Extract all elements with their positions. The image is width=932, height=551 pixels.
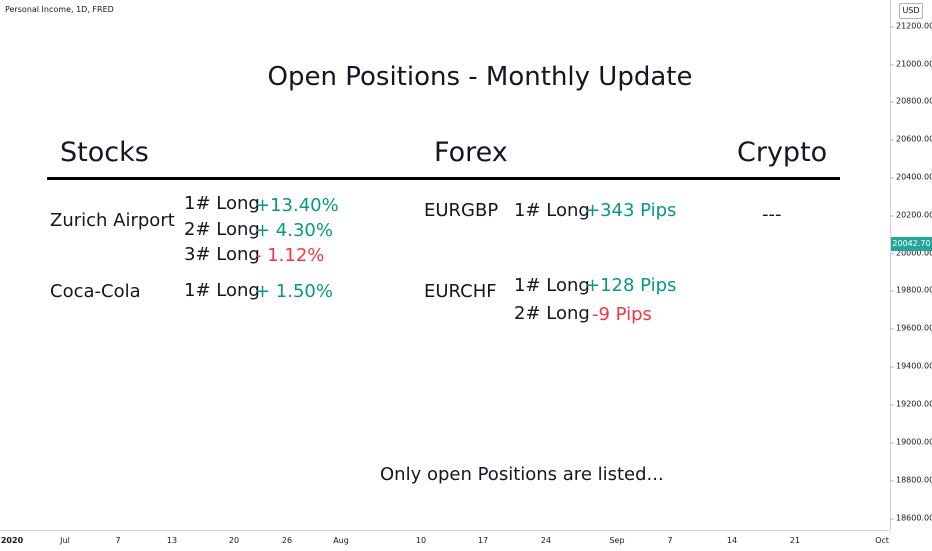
time-tick: 24	[540, 536, 552, 545]
time-tick: Sep	[609, 536, 625, 545]
price-tick: 19400.00	[889, 362, 932, 371]
time-tick: 17	[477, 536, 489, 545]
time-tick: 13	[166, 536, 178, 545]
time-tick: 2020	[0, 536, 24, 545]
crypto-empty: ---	[762, 204, 782, 225]
price-tick: 21000.00	[889, 60, 932, 69]
price-tick: 20800.00	[889, 97, 932, 106]
position-value: - 1.12%	[255, 245, 325, 266]
price-tick: 19600.00	[889, 324, 932, 333]
price-tick: 19000.00	[889, 438, 932, 447]
position-label: 1# Long	[184, 193, 260, 214]
current-price-badge: 20042.70	[891, 237, 932, 251]
price-tick: 20000.00	[889, 249, 932, 258]
price-tick: 19800.00	[889, 286, 932, 295]
time-tick: Jul	[60, 536, 70, 545]
position-label: 2# Long	[514, 303, 590, 324]
position-value: + 1.50%	[255, 281, 333, 302]
price-tick: 19200.00	[889, 400, 932, 409]
time-tick: Oct	[875, 536, 889, 545]
time-tick: 21	[789, 536, 801, 545]
time-tick: 20	[228, 536, 240, 545]
position-label: 3# Long	[184, 244, 260, 265]
position-value: +13.40%	[255, 195, 339, 216]
currency-button[interactable]: USD	[899, 3, 923, 19]
position-value: + 4.30%	[255, 220, 333, 241]
position-label: 2# Long	[184, 219, 260, 240]
crypto-header: Crypto	[737, 137, 828, 168]
position-label: 1# Long	[514, 275, 590, 296]
time-tick: 7	[667, 536, 673, 545]
time-tick: 10	[415, 536, 427, 545]
position-label: 1# Long	[184, 280, 260, 301]
position-value: -9 Pips	[592, 304, 652, 325]
price-tick: 21200.00	[889, 22, 932, 31]
footer-note: Only open Positions are listed...	[380, 464, 664, 485]
symbol-label[interactable]: Personal Income, 1D, FRED	[5, 5, 114, 14]
time-axis[interactable]	[0, 530, 890, 551]
header-divider	[47, 177, 840, 180]
time-tick: 26	[281, 536, 293, 545]
time-tick: 7	[115, 536, 121, 545]
position-label: 1# Long	[514, 200, 590, 221]
time-tick: 14	[726, 536, 738, 545]
page-title: Open Positions - Monthly Update	[267, 62, 693, 92]
price-tick: 18800.00	[889, 476, 932, 485]
price-tick: 18600.00	[889, 514, 932, 523]
price-tick: 20600.00	[889, 135, 932, 144]
stocks-header: Stocks	[60, 137, 149, 168]
position-value: +128 Pips	[585, 275, 677, 296]
stock-name: Coca-Cola	[50, 281, 141, 302]
time-tick: Aug	[333, 536, 349, 545]
position-value: +343 Pips	[585, 200, 677, 221]
forex-header: Forex	[434, 137, 508, 168]
price-tick: 20200.00	[889, 211, 932, 220]
price-tick: 20400.00	[889, 173, 932, 182]
forex-pair: EURGBP	[424, 200, 499, 221]
price-axis[interactable]	[890, 0, 932, 530]
forex-pair: EURCHF	[424, 281, 497, 302]
stock-name: Zurich Airport	[50, 210, 175, 231]
